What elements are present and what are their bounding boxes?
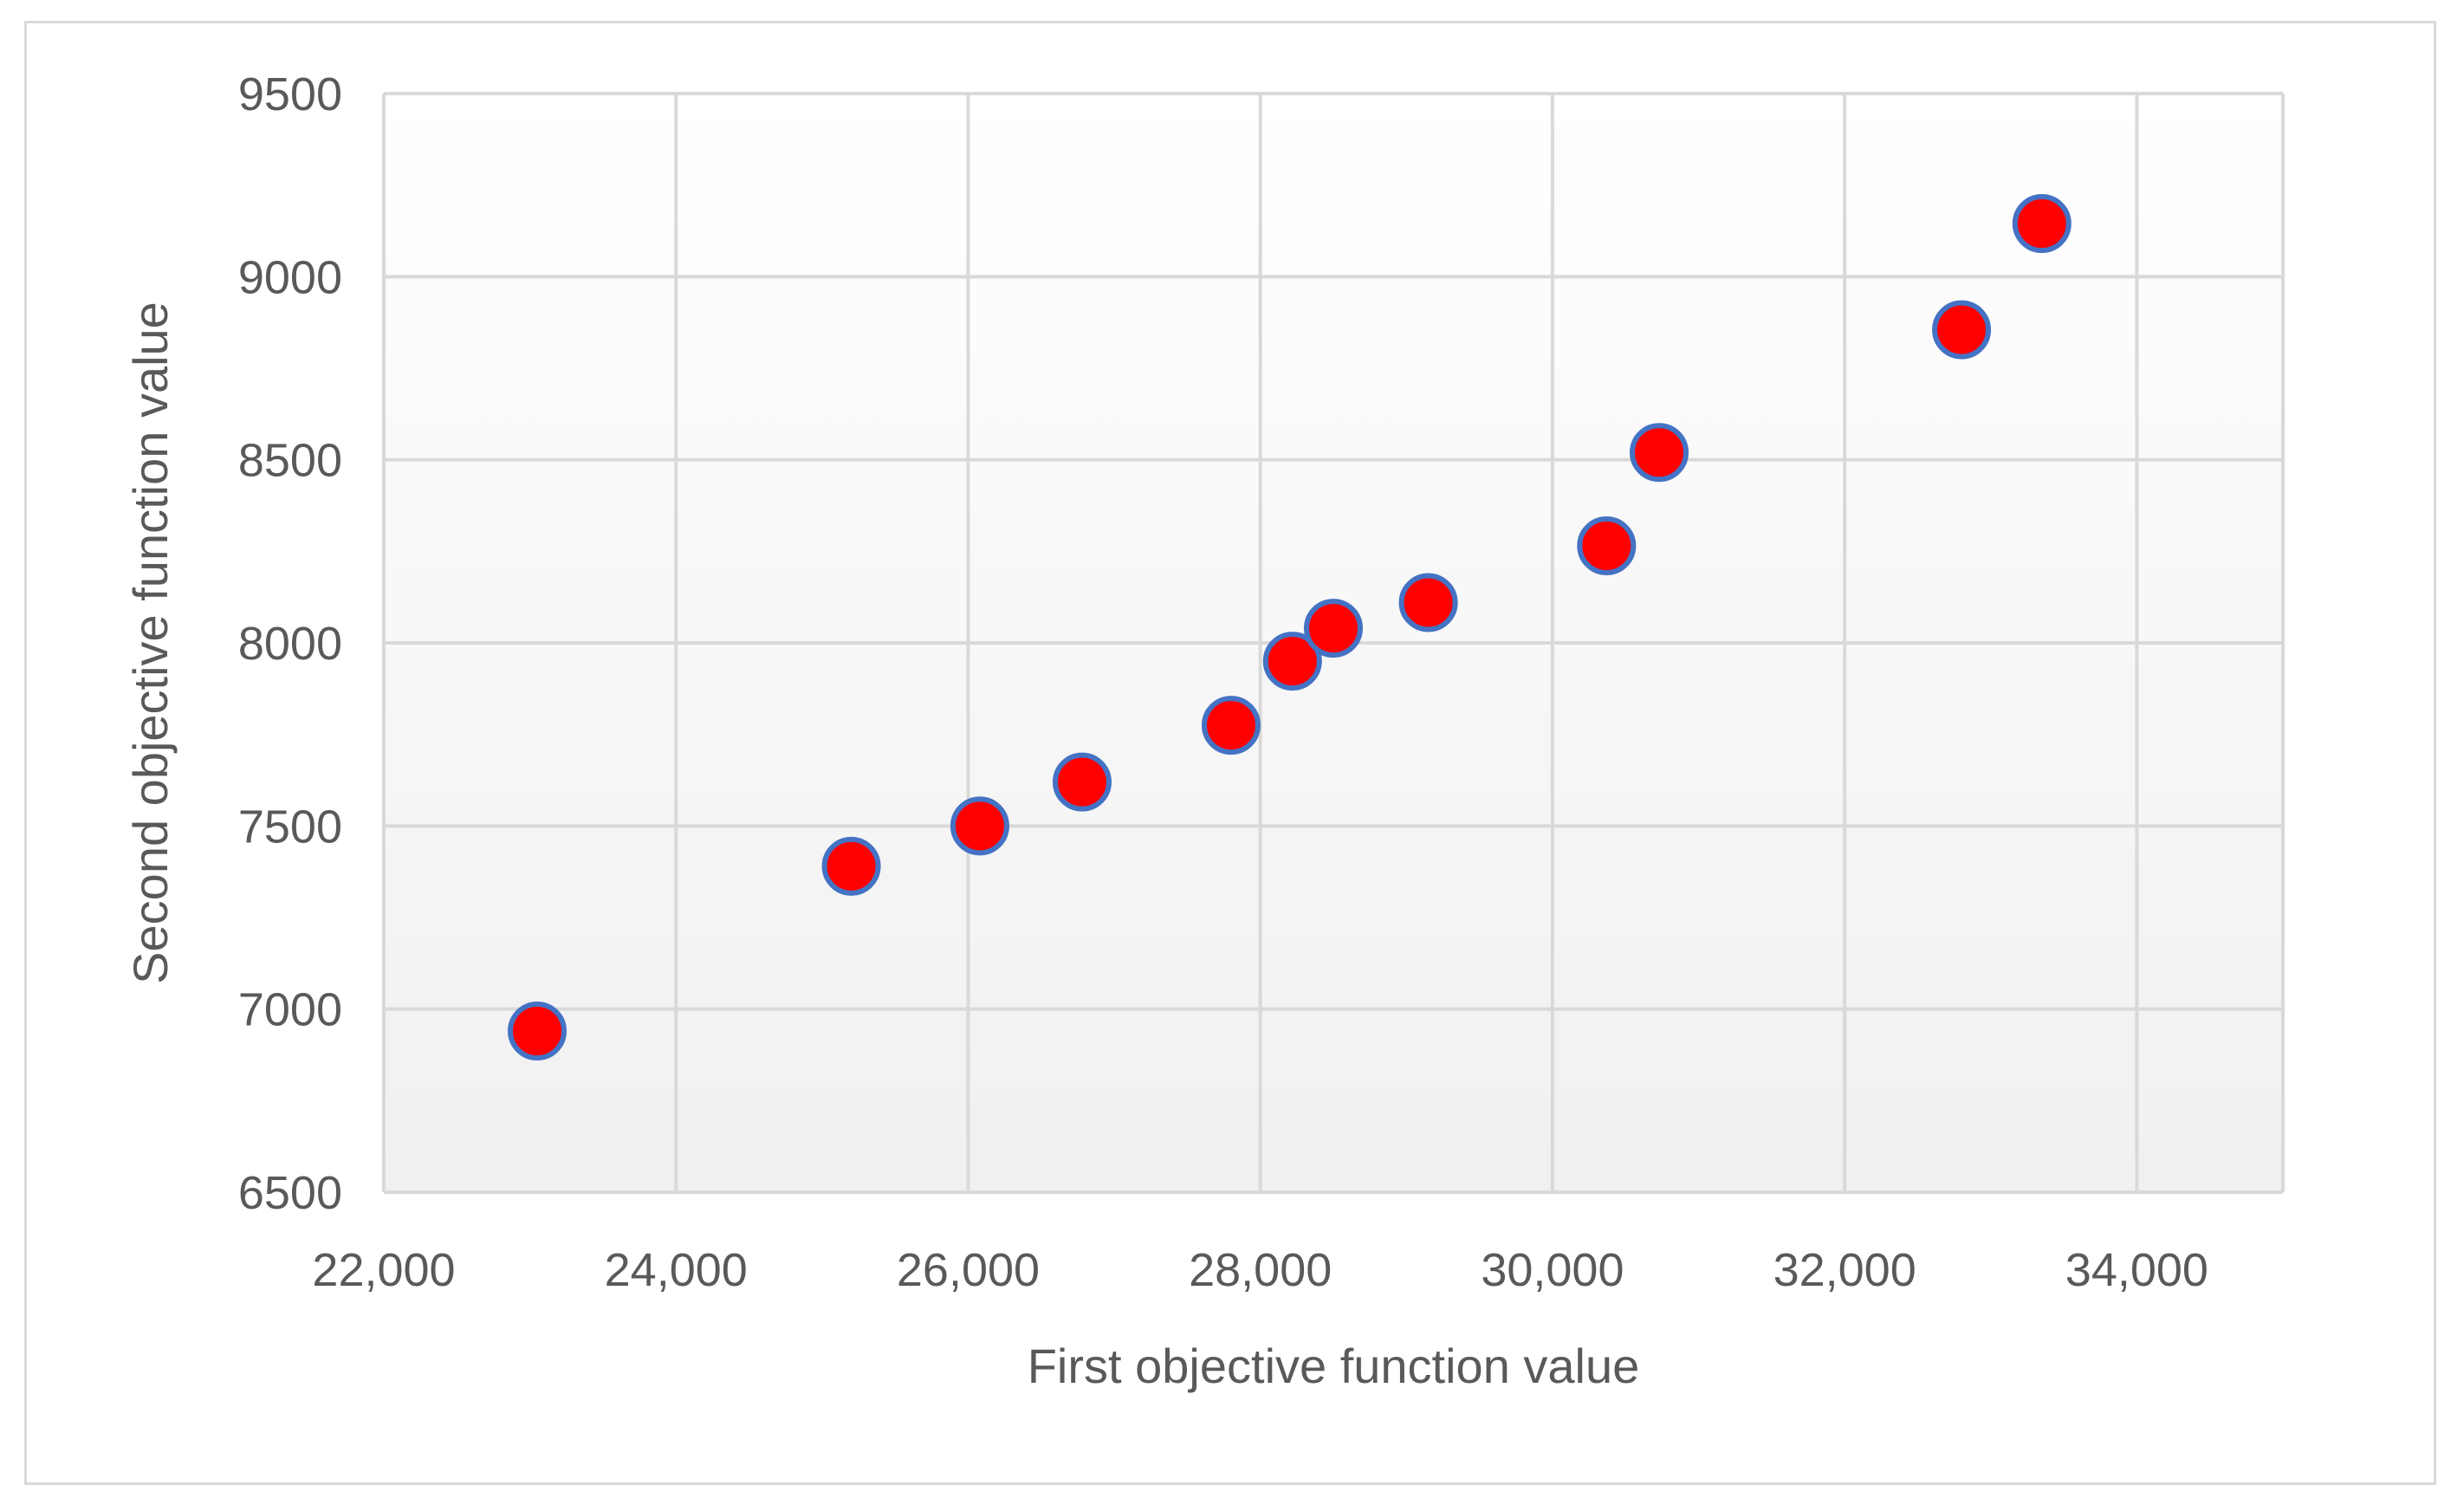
y-tick-label: 7500 xyxy=(238,801,342,853)
x-tick-label: 26,000 xyxy=(897,1244,1040,1296)
y-axis-title: Second objective function value xyxy=(123,302,178,984)
x-axis-title: First objective function value xyxy=(1028,1339,1640,1393)
y-tick-labels: 6500 7000 7500 8000 8500 9000 9500 xyxy=(238,68,342,1219)
horizontal-gridlines xyxy=(384,92,2283,1011)
x-tick-label: 34,000 xyxy=(2065,1244,2208,1296)
x-tick-label: 22,000 xyxy=(312,1244,455,1296)
y-tick-label: 9500 xyxy=(238,68,342,120)
data-point xyxy=(1577,516,1637,575)
axes xyxy=(382,94,2283,1194)
y-tick-label: 8500 xyxy=(238,435,342,487)
x-tick-label: 30,000 xyxy=(1481,1244,1624,1296)
data-point xyxy=(821,836,881,896)
x-tick-label: 32,000 xyxy=(1773,1244,1916,1296)
data-point xyxy=(1398,573,1458,632)
y-tick-label: 8000 xyxy=(238,618,342,670)
x-tick-label: 28,000 xyxy=(1189,1244,1332,1296)
data-point xyxy=(1304,599,1363,658)
data-point xyxy=(1630,423,1689,483)
y-tick-label: 6500 xyxy=(238,1167,342,1219)
data-point xyxy=(2012,194,2072,254)
data-points xyxy=(508,194,2072,1061)
x-tick-labels: 22,000 24,000 26,000 28,000 30,000 32,000 34,0… xyxy=(312,1244,2208,1296)
data-point xyxy=(1052,752,1112,812)
x-tick-label: 24,000 xyxy=(605,1244,748,1296)
y-tick-label: 7000 xyxy=(238,984,342,1036)
data-point xyxy=(1932,300,1992,360)
data-point xyxy=(508,1002,567,1061)
data-point xyxy=(1201,696,1261,756)
y-tick-label: 9000 xyxy=(238,251,342,303)
data-point xyxy=(1262,632,1322,691)
data-point xyxy=(950,796,1009,856)
